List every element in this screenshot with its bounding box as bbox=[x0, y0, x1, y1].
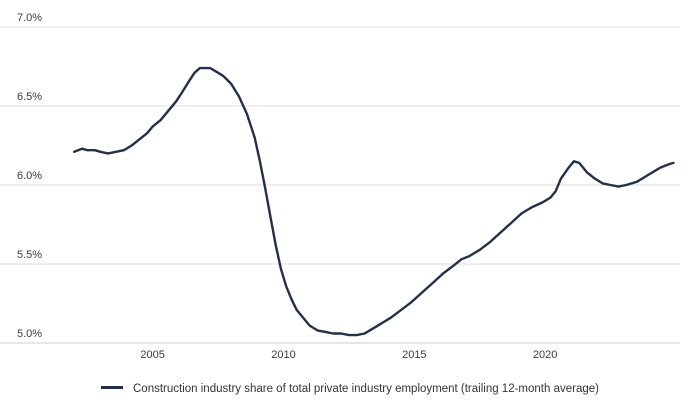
y-tick-label-2: 6.0% bbox=[17, 170, 42, 182]
x-tick-labels: 2005 2010 2015 2020 bbox=[140, 349, 557, 361]
y-tick-label-4: 7.0% bbox=[17, 12, 42, 24]
x-tick-label-3: 2020 bbox=[533, 349, 557, 361]
legend-label: Construction industry share of total pri… bbox=[133, 383, 599, 395]
x-tick-label-1: 2010 bbox=[271, 349, 295, 361]
series-line-0 bbox=[73, 66, 675, 337]
series-lines bbox=[73, 66, 675, 337]
x-tick-label-2: 2015 bbox=[402, 349, 426, 361]
y-tick-labels: 5.0% 5.5% 6.0% 6.5% 7.0% bbox=[17, 12, 42, 340]
x-tick-label-0: 2005 bbox=[140, 349, 164, 361]
legend-swatch bbox=[101, 386, 123, 390]
legend: Construction industry share of total pri… bbox=[0, 383, 700, 395]
y-tick-label-1: 5.5% bbox=[17, 249, 42, 261]
y-tick-label-0: 5.0% bbox=[17, 328, 42, 340]
y-tick-label-3: 6.5% bbox=[17, 91, 42, 103]
gridlines bbox=[0, 26, 680, 344]
